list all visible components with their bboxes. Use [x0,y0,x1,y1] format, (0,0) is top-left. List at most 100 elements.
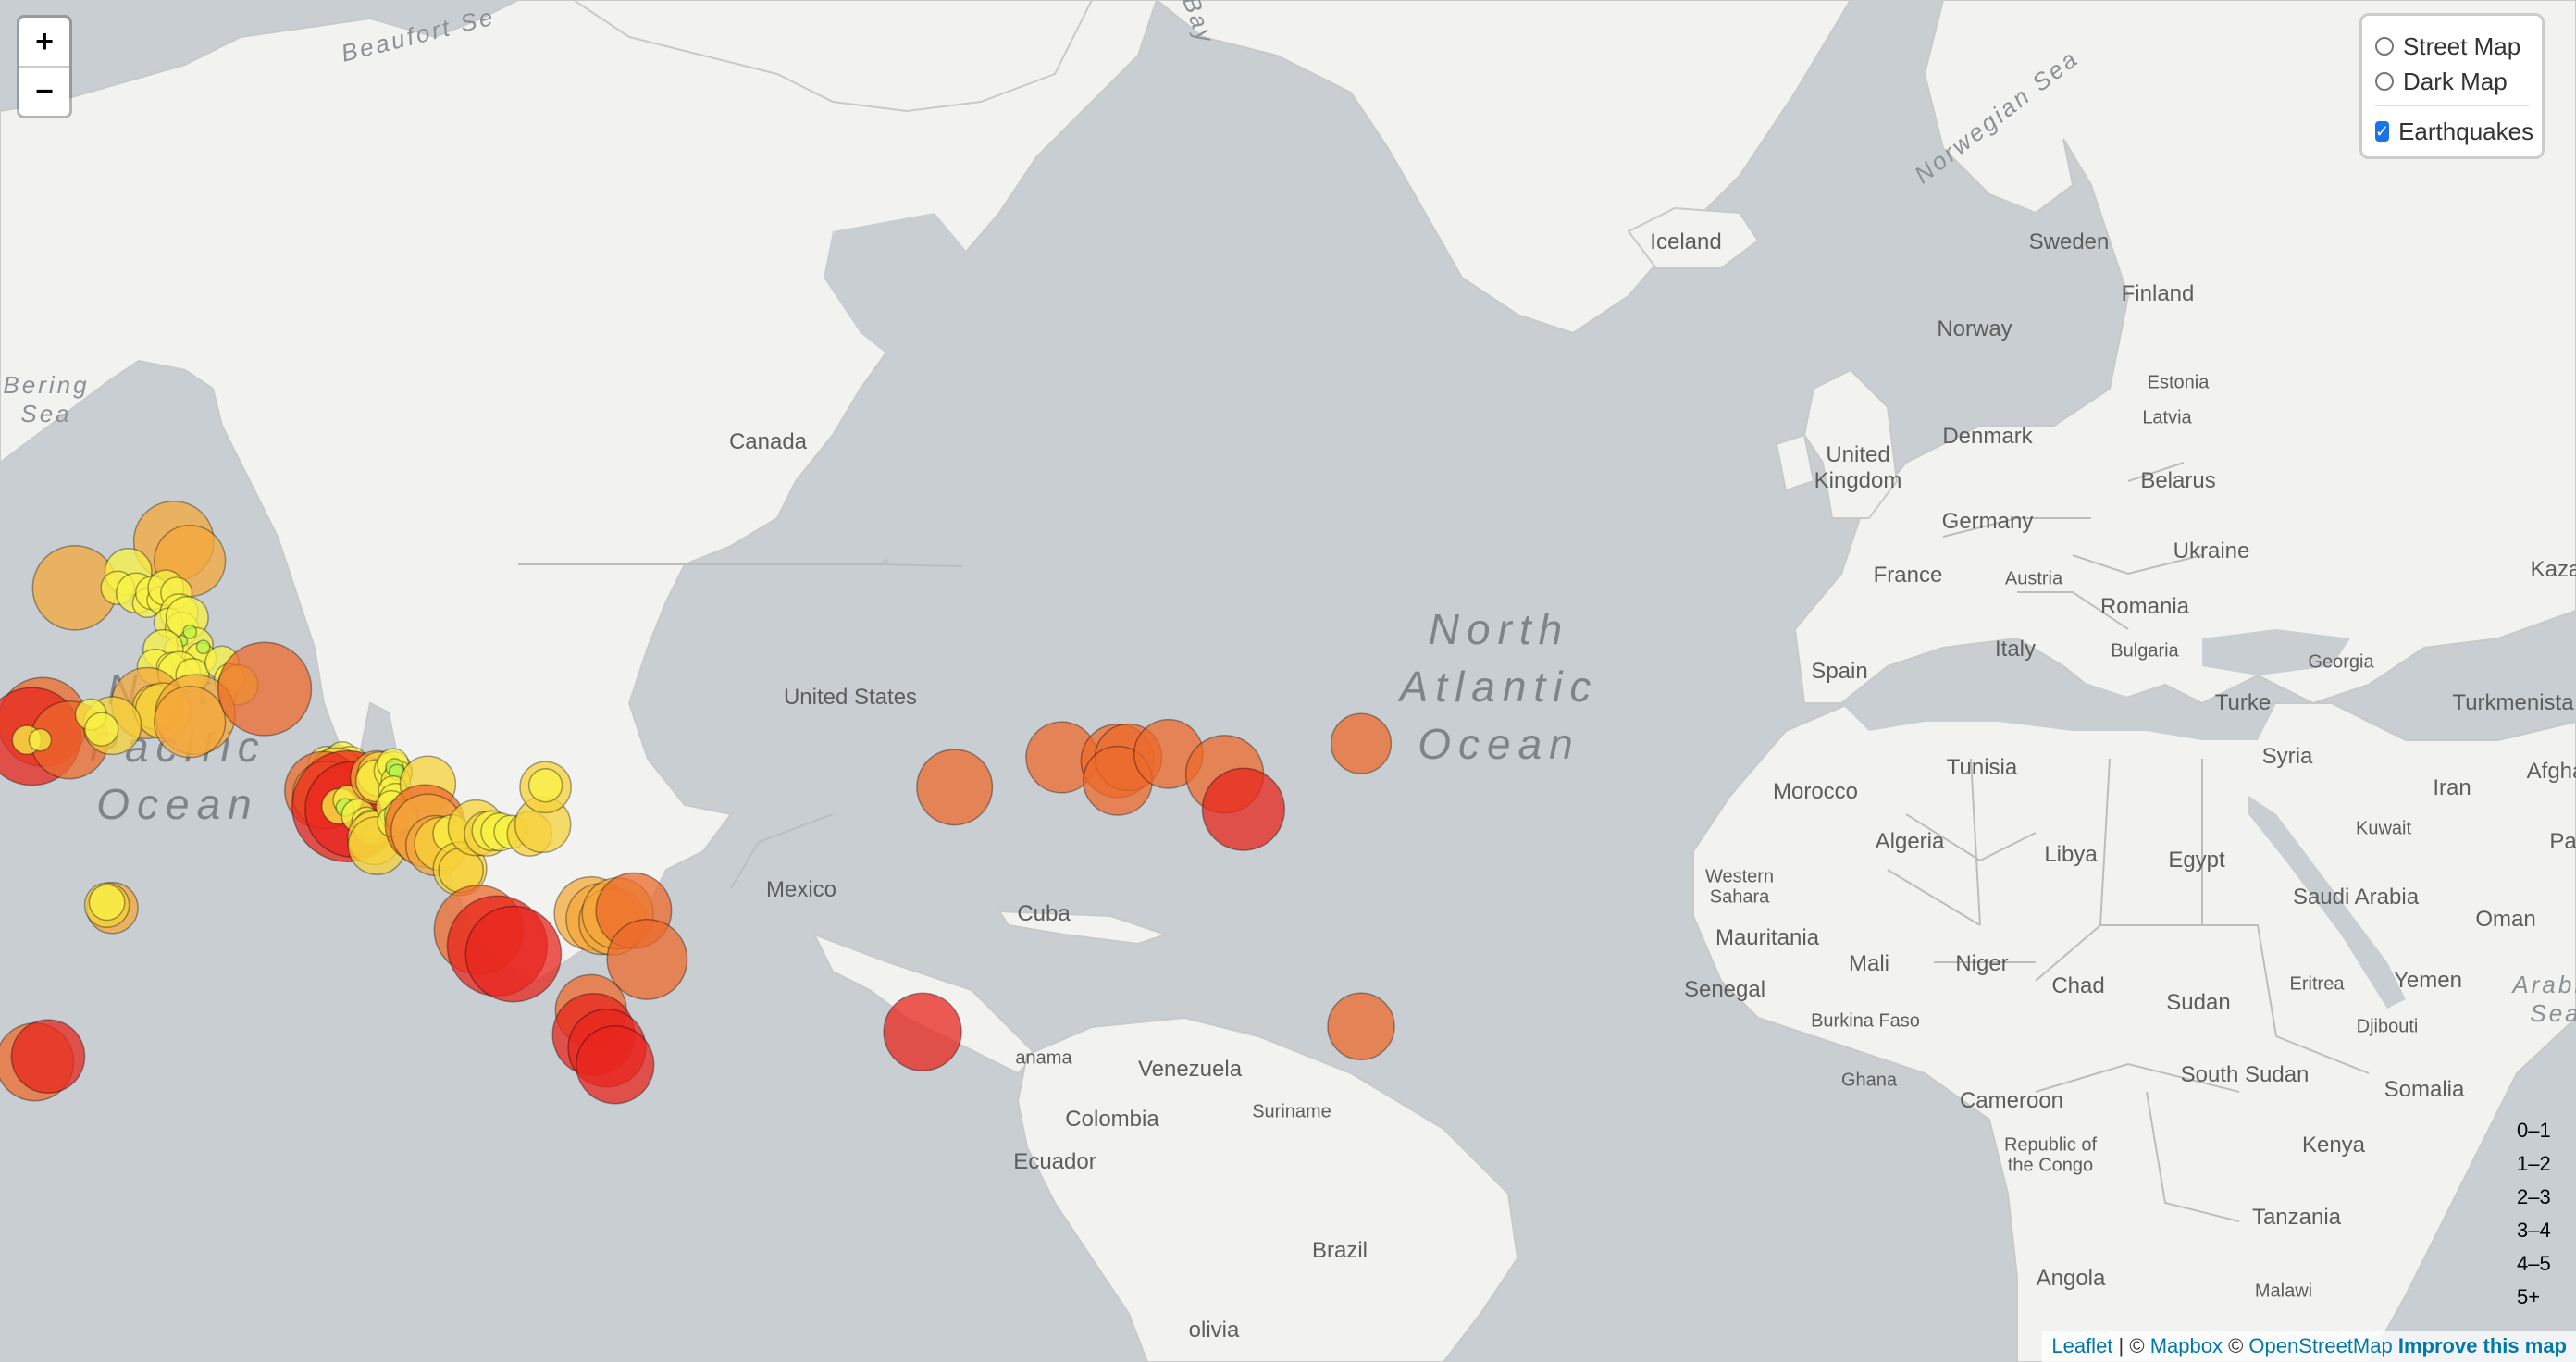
place-label: Turke [2214,690,2272,715]
place-label: Georgia [2308,651,2374,673]
mapbox-link[interactable]: Mapbox [2149,1334,2223,1357]
attribution-separator: | © [2112,1334,2150,1357]
place-label: Cuba [1017,901,1071,926]
layer-option-dark-map[interactable]: Dark Map [2375,64,2529,99]
radio-button[interactable] [2375,37,2394,56]
earthquake-marker[interactable] [154,686,227,759]
place-label: Ghana [1840,1070,1898,1091]
earthquake-marker[interactable] [195,639,211,655]
earthquake-marker[interactable] [182,624,198,639]
place-label: Kaza [2530,557,2576,582]
legend-item: 5+ [2517,1285,2541,1308]
place-label: Belarus [2140,468,2216,493]
place-label: Latvia [2142,407,2192,428]
earthquake-marker[interactable] [606,918,688,1000]
earthquake-marker[interactable] [217,641,313,737]
place-label: Niger [1955,951,2009,976]
place-label: Sweden [2028,229,2110,254]
place-label: Kingdom [1814,468,1902,493]
place-label: Angola [2036,1266,2106,1291]
place-label: Denmark [1942,424,2033,449]
place-label: Norway [1937,316,2012,341]
earthquake-marker[interactable] [28,727,53,752]
layer-option-street-map[interactable]: Street Map [2375,29,2529,64]
place-label: Venezuela [1137,1057,1243,1082]
earthquake-marker[interactable] [10,1019,86,1095]
checkbox-checked-icon[interactable]: ✓ [2375,121,2390,142]
land-uk [1802,368,1899,519]
earthquake-marker[interactable] [883,992,962,1071]
earthquake-marker[interactable] [916,749,994,826]
radio-button[interactable] [2375,72,2394,91]
zoom-in-button[interactable]: + [19,18,69,68]
place-label: Estonia [2147,372,2210,393]
place-label: Turkmenista [2452,690,2574,715]
place-label: Sudan [2166,990,2231,1015]
place-label: Colombia [1065,1107,1159,1132]
place-label: Libya [2044,842,2098,867]
place-label: Western [1704,866,1775,887]
place-label: Egypt [2168,848,2225,873]
land-europe [1793,0,2576,705]
earthquake-marker[interactable] [1201,767,1286,851]
land-north-america [0,0,1158,983]
place-label: Oman [2475,907,2536,932]
earthquake-marker[interactable] [84,712,119,747]
place-label: Saudi Arabia [2292,885,2420,910]
place-label: Iceland [1650,229,1722,254]
earthquake-marker[interactable] [464,905,563,1003]
leaflet-link[interactable]: Leaflet [2051,1334,2113,1357]
layer-option-earthquakes[interactable]: ✓ Earthquakes [2375,114,2533,149]
place-label: Burkina Faso [1811,1010,1920,1032]
place-label: Malawi [2254,1281,2313,1302]
place-label: Djibouti [2356,1016,2419,1037]
place-label: Morocco [1772,779,1859,804]
place-label: Romania [2099,594,2190,619]
earthquake-marker[interactable] [527,767,564,803]
place-label: Austria [2004,568,2063,589]
layer-separator [2375,105,2529,106]
place-label: Republic of [2003,1134,2098,1156]
place-label: France [1873,563,1943,588]
place-label: Tanzania [2251,1205,2342,1230]
attribution-separator: © [2222,1334,2249,1357]
place-label: anama [1015,1047,1072,1069]
place-label: Chad [2051,973,2105,998]
place-label: Algeria [1875,829,1945,854]
place-label: Brazil [1311,1238,1368,1263]
layer-label: Dark Map [2403,67,2508,95]
earthquake-marker[interactable] [88,884,126,922]
place-label: the Congo [2007,1155,2094,1176]
place-label: Sahara [1709,886,1770,908]
place-label: Tunisia [1946,755,2018,780]
place-label: Mali [1848,951,1890,976]
legend-item: 3–4 [2517,1219,2551,1242]
place-label: Spain [1811,659,1868,684]
legend-item: 0–1 [2517,1119,2551,1142]
earthquake-marker[interactable] [1330,712,1393,774]
improve-map-link[interactable]: Improve this map [2397,1334,2567,1357]
earthquake-marker[interactable] [1327,992,1395,1061]
layer-label: Street Map [2403,31,2521,60]
layer-control: Street Map Dark Map ✓ Earthquakes [2359,13,2545,159]
place-label: Italy [1994,637,2037,662]
place-label: Mauritania [1715,925,1820,950]
land-greenland [1155,0,1852,335]
earthquake-marker[interactable] [575,1024,655,1105]
place-label: Bulgaria [2111,640,2179,662]
legend-item: 4–5 [2517,1252,2551,1275]
land-south-america [1016,1016,1519,1362]
openstreetmap-link[interactable]: OpenStreetMap [2248,1334,2393,1357]
attribution: Leaflet | © Mapbox © OpenStreetMap Impro… [2042,1331,2576,1362]
place-label: Kenya [2301,1133,2366,1158]
zoom-out-button[interactable]: − [35,74,54,109]
place-label: Syria [2261,744,2313,769]
place-label: United States [783,685,918,710]
place-label: Yemen [2394,968,2462,993]
legend-item: 2–3 [2517,1185,2551,1208]
place-label: Germany [1941,509,2034,534]
place-label: Pa [2549,829,2576,854]
